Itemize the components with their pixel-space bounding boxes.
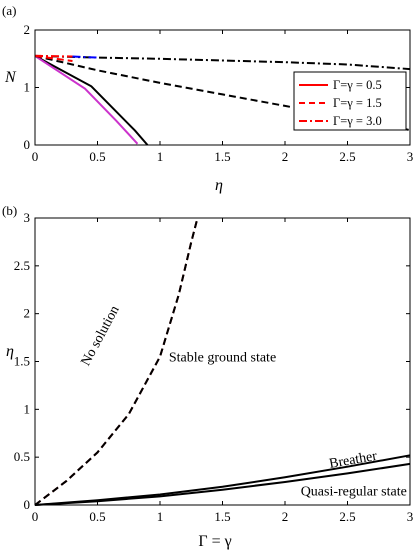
y-tick-label: 0 <box>24 137 31 152</box>
panel-b-series-1 <box>34 217 199 506</box>
panel-a-series-3 <box>34 54 411 71</box>
panel-a-xlabel: η <box>215 177 223 194</box>
x-tick-label: 2 <box>282 509 289 524</box>
panel-a-series-2 <box>34 54 411 132</box>
panel-b-label: (b) <box>2 203 17 218</box>
y-tick-label: 1.5 <box>14 354 30 369</box>
x-tick-label: 1 <box>157 149 164 164</box>
y-tick-label: 0.5 <box>14 449 30 464</box>
legend-box <box>293 71 407 131</box>
x-tick-label: 1.5 <box>214 509 230 524</box>
y-tick-label: 1 <box>24 80 31 95</box>
region-label-3: Quasi-regular state <box>301 484 407 499</box>
panel-a-series-7 <box>72 55 98 59</box>
legend-label-1: Γ=γ = 1.5 <box>333 96 382 110</box>
y-tick-label: 2 <box>24 22 31 37</box>
panel-b-plot: 0 0.5 1 1.5 2 2.5 300.511.522.53 No solution St… <box>6 210 413 550</box>
x-tick-label: 0 <box>32 149 39 164</box>
x-tick-label: 0 <box>32 509 39 524</box>
x-tick-label: 2.5 <box>339 509 355 524</box>
panel-b-background <box>35 218 410 505</box>
legend-label-0: Γ=γ = 0.5 <box>333 78 382 92</box>
x-tick-label: 0.5 <box>89 509 105 524</box>
panel-b-ylabel: η <box>6 343 14 360</box>
panel-a-legend: Γ=γ = 0.5 Γ=γ = 1.5 Γ=γ = 3.0 <box>293 71 407 131</box>
x-tick-label: 1.5 <box>214 149 230 164</box>
legend-label-2: Γ=γ = 3.0 <box>333 114 382 128</box>
panel-a-series-6 <box>34 54 73 58</box>
x-tick-label: 2.5 <box>339 149 355 164</box>
panel-a-series-1 <box>34 55 139 145</box>
y-tick-label: 0 <box>24 497 31 512</box>
panel-a-plot: 0 0.5 1 1.5 2 2.5 3 0 1 2 η N Γ=γ = 0.5 Γ=γ = 1.5… <box>4 22 413 194</box>
x-tick-label: 3 <box>407 509 414 524</box>
region-label-1: Stable ground state <box>169 351 276 366</box>
y-tick-label: 2.5 <box>14 258 30 273</box>
y-tick-label: 1 <box>24 401 31 416</box>
panel-a-label: (a) <box>2 3 16 18</box>
x-tick-label: 3 <box>407 149 414 164</box>
y-tick-label: 2 <box>24 306 31 321</box>
panel-a-series-0 <box>34 55 149 146</box>
y-tick-label: 3 <box>24 210 31 225</box>
panel-b-xlabel: Γ = γ <box>198 533 231 550</box>
x-tick-label: 2 <box>282 149 289 164</box>
x-tick-label: 0.5 <box>89 149 105 164</box>
panel-a-ylabel: N <box>4 69 17 86</box>
x-tick-label: 1 <box>157 509 164 524</box>
